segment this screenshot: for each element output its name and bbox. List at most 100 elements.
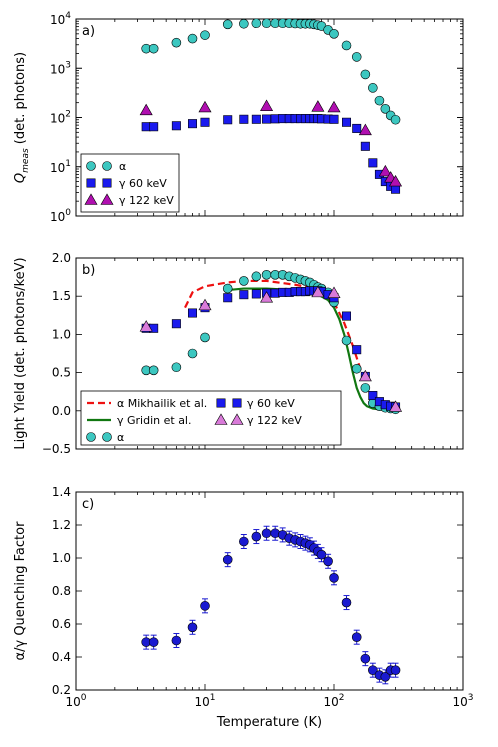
data-point	[171, 121, 181, 131]
y-tick-label: 100	[50, 208, 71, 224]
y-tick-label: 102	[50, 110, 71, 126]
series-1	[141, 525, 401, 685]
data-point	[171, 319, 181, 329]
data-point	[148, 43, 159, 54]
data-point	[360, 653, 371, 664]
data-point	[341, 597, 352, 608]
series-2	[141, 114, 401, 194]
y-tick-label: −0.5	[42, 442, 71, 456]
legend-entry: γ Gridin et al.	[87, 414, 192, 427]
legend-label: γ 60 keV	[247, 397, 295, 410]
data-point	[360, 141, 370, 151]
data-point	[389, 400, 403, 412]
data-point	[141, 122, 151, 132]
data-point	[341, 335, 352, 346]
legend-marker	[86, 161, 96, 171]
data-point	[358, 123, 372, 136]
data-point	[198, 100, 212, 113]
panel-label: c)	[82, 497, 94, 512]
data-point	[171, 635, 182, 646]
legend-entry: α Mikhailik et al.	[87, 397, 207, 410]
legend-label: α	[119, 160, 126, 173]
data-point	[368, 391, 378, 401]
data-point	[187, 33, 198, 44]
legend-marker	[84, 193, 98, 205]
data-point	[329, 114, 339, 124]
data-point	[239, 19, 249, 29]
y-tick-label: 1.5	[52, 289, 71, 303]
data-point	[148, 365, 159, 376]
y-axis-label: α/γ Quenching Factor	[13, 521, 28, 661]
data-point	[390, 665, 401, 676]
legend-marker	[230, 413, 244, 425]
data-point	[368, 665, 378, 676]
legend-marker	[86, 178, 96, 188]
y-tick-label: 0.5	[52, 366, 71, 380]
data-point	[327, 100, 341, 113]
y-tick-label: 0.6	[52, 617, 71, 631]
data-point	[239, 290, 249, 300]
panel-2: −0.5 0.0 0.5 1.0 1.5 2.0 b) Light Yield (det. p…	[13, 251, 464, 456]
data-point	[239, 114, 249, 124]
data-point	[200, 30, 210, 40]
data-point	[251, 271, 262, 282]
data-point	[323, 556, 333, 567]
data-point	[139, 320, 153, 332]
legend-marker	[102, 178, 112, 188]
data-point	[198, 298, 212, 311]
series-3	[139, 99, 403, 187]
x-axis-label: Temperature (K)	[216, 715, 322, 730]
data-point	[148, 637, 159, 647]
y-tick-label: 1.0	[52, 551, 71, 565]
y-axis-label: Light Yield (det. photons/keV)	[13, 257, 28, 449]
data-point	[223, 293, 233, 303]
data-point	[380, 104, 391, 114]
y-tick-label: 0.4	[52, 650, 71, 664]
data-point	[270, 114, 280, 124]
y-tick-label: 103	[50, 60, 71, 76]
x-tick-label: 102	[323, 693, 344, 709]
legend: α γ 60 keV γ 122 keV	[80, 153, 180, 213]
data-point	[262, 114, 272, 124]
data-point	[222, 283, 233, 294]
data-point	[351, 363, 362, 374]
legend: α Mikhailik et al. γ Gridin et al. α γ 60 k…	[80, 390, 342, 446]
panel-label: b)	[82, 263, 95, 278]
data-point	[251, 114, 261, 124]
data-point	[352, 345, 362, 355]
legend-label: γ 122 keV	[119, 194, 174, 207]
legend-marker	[102, 161, 112, 171]
y-tick-label: 2.0	[52, 251, 71, 265]
data-point	[329, 572, 339, 583]
legend-marker	[214, 413, 228, 425]
x-tick-label: 100	[65, 693, 86, 709]
data-point	[378, 164, 392, 177]
data-point	[358, 369, 372, 382]
legend-entry: γ 60 keV	[216, 397, 295, 410]
data-point	[351, 52, 362, 62]
legend-entry: γ 122 keV	[214, 413, 302, 427]
data-point	[342, 117, 352, 127]
legend-label: γ 122 keV	[247, 414, 302, 427]
data-point	[342, 311, 352, 321]
data-point	[171, 362, 182, 373]
data-layer	[141, 525, 401, 685]
legend-label: γ 60 keV	[119, 177, 167, 190]
plot-frame	[75, 491, 464, 691]
data-point	[187, 622, 198, 633]
legend-marker	[86, 432, 96, 442]
data-point	[261, 19, 272, 29]
legend-marker	[216, 398, 226, 408]
data-point	[251, 531, 262, 542]
data-point	[200, 332, 210, 343]
x-tick-label: 103	[452, 693, 473, 709]
legend-label: α Mikhailik et al.	[117, 397, 207, 410]
data-point	[260, 291, 274, 303]
x-ticks	[75, 492, 458, 690]
legend-entry: α	[86, 160, 126, 173]
data-point	[187, 348, 198, 359]
data-point	[368, 158, 378, 168]
y-ticks	[76, 18, 463, 217]
data-point	[223, 115, 233, 125]
data-layer	[139, 270, 403, 415]
